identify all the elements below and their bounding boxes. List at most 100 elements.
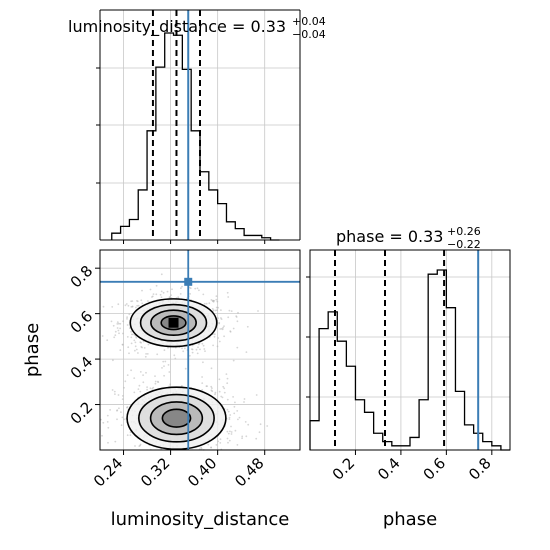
scatter-point [126,434,129,437]
scatter-point [114,440,117,443]
luminosity-distance-title-lower: −0.04 [292,28,326,41]
scatter-point [216,345,219,348]
scatter-point [163,365,165,367]
scatter-point [218,390,221,393]
scatter-point [112,324,115,327]
scatter-point [232,396,235,398]
scatter-point [126,316,128,319]
scatter-point [117,394,120,396]
joint-contour-mode0-0 [129,298,218,348]
scatter-point [134,341,137,344]
scatter-point [160,290,163,293]
joint-ytick-label-0: 0.2 [67,398,97,428]
scatter-point [174,357,177,360]
scatter-point [107,441,109,444]
scatter-point [136,304,139,307]
scatter-point [171,288,173,291]
scatter-point [116,327,119,329]
scatter-point [196,352,199,355]
joint-contour-mode1-1 [138,393,215,443]
scatter-point [243,401,245,403]
scatter-point [222,385,225,388]
scatter-point [137,352,139,354]
scatter-point [217,337,220,339]
scatter-point [232,327,235,330]
joint-contour-mode1-0 [126,386,227,451]
scatter-point [198,289,200,292]
joint-xtick-label-1: 0.32 [137,454,173,490]
scatter-point [116,321,119,323]
scatter-point [134,345,137,348]
scatter-point [121,398,124,401]
scatter-point [215,306,218,309]
scatter-point [197,343,200,346]
scatter-point [232,359,235,362]
scatter-point [152,293,155,295]
scatter-point [236,346,239,349]
scatter-point [116,418,118,421]
scatter-point [184,367,187,370]
scatter-point [126,406,129,408]
scatter-point [102,421,105,424]
scatter-point [122,320,124,323]
scatter-point [245,435,248,438]
scatter-point [118,407,120,410]
scatter-point [226,291,229,294]
scatter-point [226,377,229,380]
scatter-point [226,398,229,401]
scatter-point [218,321,221,324]
scatter-point [114,393,116,395]
scatter-point [139,390,142,393]
scatter-point [200,447,203,450]
joint-truth-marker [184,277,193,286]
joint-contour-mode1-2 [149,401,204,436]
scatter-point [101,434,103,437]
scatter-point [163,349,166,352]
scatter-point [226,430,229,433]
scatter-point [244,421,247,423]
scatter-point [118,332,120,335]
scatter-point [217,306,220,309]
scatter-point [258,431,261,434]
scatter-point [214,391,217,394]
scatter-point [215,298,218,301]
scatter-point [247,423,250,426]
scatter-point [143,347,146,349]
scatter-point [227,296,230,298]
scatter-point [137,304,140,307]
scatter-point [116,409,119,411]
scatter-point [205,302,208,305]
scatter-point [114,334,117,337]
scatter-point [203,348,206,350]
luminosity-distance-title-text: luminosity_distance = 0.33 [68,17,286,37]
scatter-point [210,389,213,392]
y-axis-label-phase: phase [22,323,43,377]
scatter-point [138,384,141,387]
scatter-point [109,409,111,411]
scatter-point [121,395,124,397]
scatter-point [223,335,226,338]
scatter-point [228,418,231,421]
scatter-point [126,318,128,320]
scatter-point [221,328,224,331]
scatter-point [130,342,133,345]
scatter-point [107,426,110,429]
scatter-point [113,390,116,393]
scatter-point [139,341,142,344]
joint-ytick-label-3: 0.8 [67,262,97,292]
scatter-point [142,374,145,376]
scatter-point [127,304,130,307]
joint-density-panel: 0.24 0.32 0.40 0.48 0.2 0.4 0.6 0.8 [67,249,301,490]
scatter-point [213,333,216,336]
scatter-point [129,434,132,436]
scatter-point [140,346,143,348]
scatter-point [133,339,136,342]
scatter-point [177,296,180,298]
scatter-point [218,378,221,381]
scatter-point [219,328,222,330]
scatter-point [119,322,122,325]
scatter-point [222,326,225,329]
scatter-point [201,342,204,345]
scatter-point [147,300,149,302]
